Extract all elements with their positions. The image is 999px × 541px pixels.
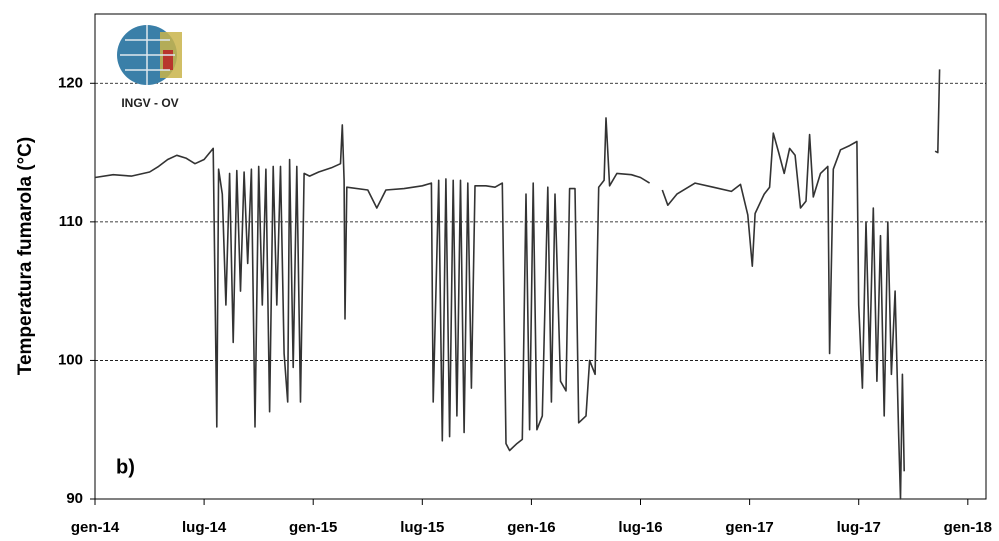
logo: INGV - OV [117, 25, 182, 110]
x-tick-label: gen-16 [507, 519, 555, 536]
logo-map-red [163, 50, 173, 70]
x-tick-label: lug-15 [400, 519, 444, 536]
x-tick-label: gen-17 [725, 519, 773, 536]
x-tick-label: lug-17 [837, 519, 881, 536]
data-line [94, 69, 941, 500]
x-tick-label: gen-18 [944, 519, 992, 536]
panel-label: b) [116, 456, 135, 478]
y-axis-title: Temperatura fumarola (°C) [15, 137, 36, 375]
y-tick-label: 100 [58, 351, 83, 368]
y-tick-label: 90 [66, 490, 83, 507]
x-tick-label: gen-15 [289, 519, 337, 536]
y-tick-label: 110 [59, 213, 83, 230]
x-tick-label: lug-14 [182, 519, 227, 536]
plot-frame [94, 13, 987, 500]
logo-grid [120, 25, 175, 85]
x-tick-label: gen-14 [71, 519, 120, 536]
y-tick-label: 120 [58, 74, 83, 91]
x-tick-label: lug-16 [618, 519, 662, 536]
logo-text: INGV - OV [121, 96, 178, 110]
